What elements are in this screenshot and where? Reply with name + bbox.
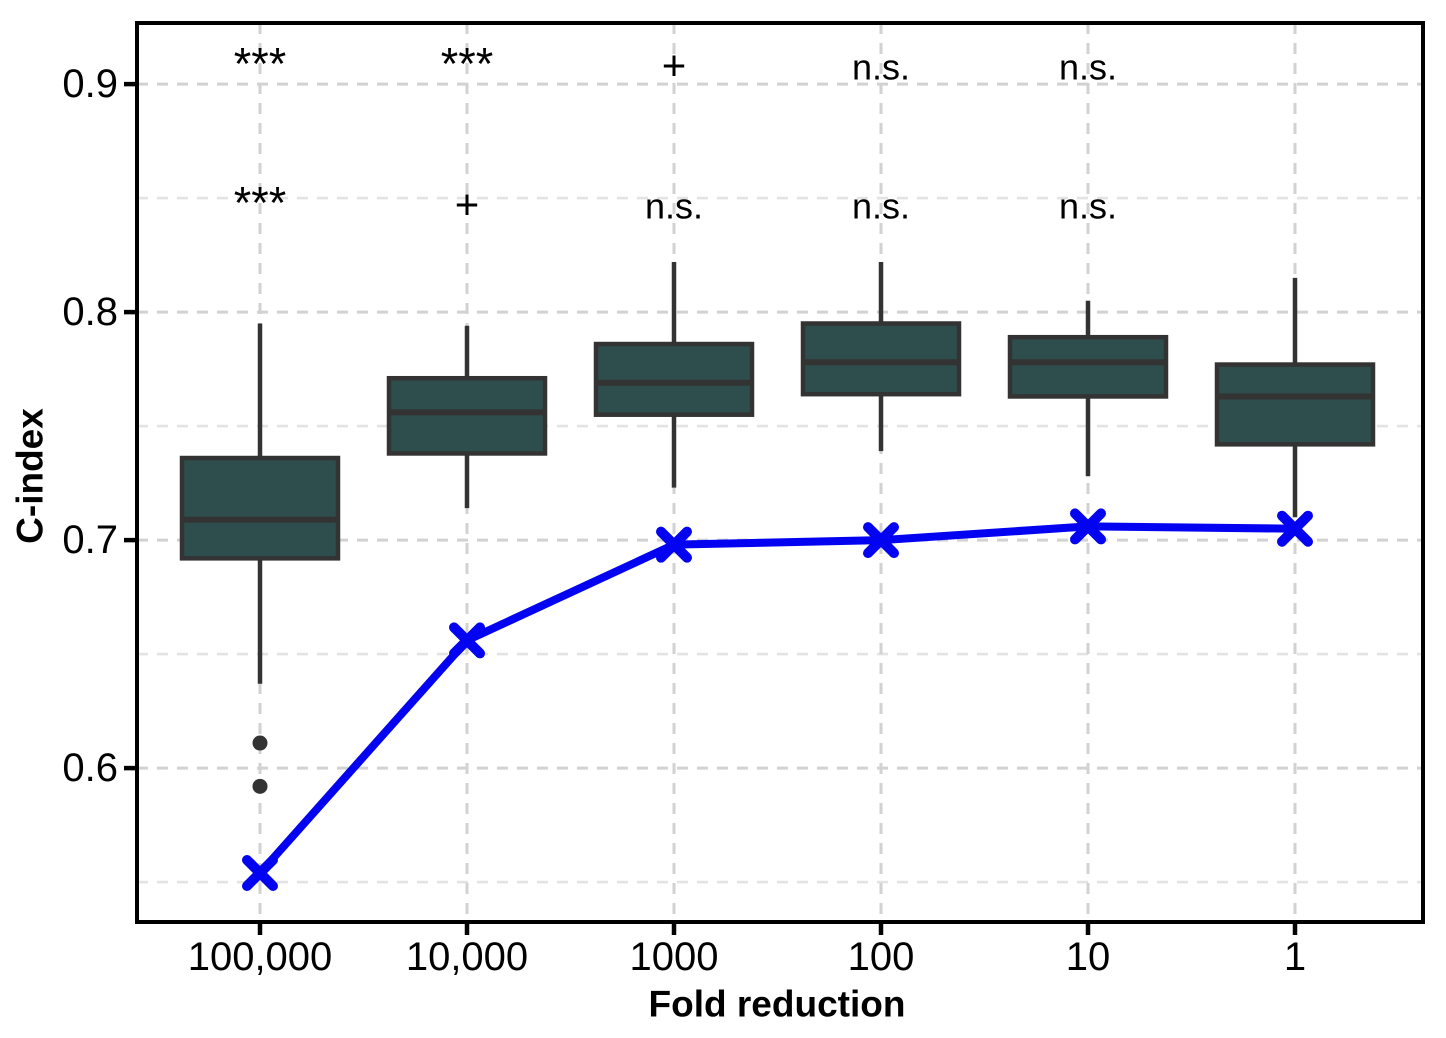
significance-label-top: + — [662, 42, 687, 89]
significance-label-top: n.s. — [1059, 47, 1117, 88]
iqr-box — [179, 455, 341, 561]
panel-border — [135, 21, 1425, 924]
x-marker — [1277, 510, 1313, 547]
x-marker-stroke — [1070, 508, 1106, 545]
x-tick-label: 1 — [1284, 935, 1306, 979]
line-series-path — [257, 522, 1296, 876]
x-marker-stroke — [449, 622, 485, 659]
y-tick-label: 0.7 — [62, 518, 118, 562]
x-marker — [449, 622, 485, 659]
x-marker — [242, 854, 278, 891]
significance-label-top: n.s. — [852, 47, 910, 88]
significance-label-bottom: n.s. — [645, 186, 703, 227]
iqr-box — [386, 375, 548, 456]
boxplot-10 — [1007, 300, 1169, 477]
significance-label-bottom: *** — [234, 178, 287, 229]
iqr-box — [593, 341, 755, 417]
x-marker — [1070, 508, 1106, 545]
significance-label-bottom: n.s. — [852, 186, 910, 227]
x-tick-label: 10 — [1066, 935, 1111, 979]
boxplot-100,000 — [179, 323, 341, 794]
axes-ticks-and-labels: 0.6 0.7 0.8 0.9 100,000 10,000 1000 100 10 1 — [62, 62, 1306, 979]
y-tick-label: 0.8 — [62, 290, 118, 334]
boxplot-1 — [1214, 277, 1376, 518]
x-marker — [863, 522, 899, 559]
boxplot-series — [179, 261, 1376, 794]
line-series — [242, 508, 1313, 891]
outlier-point — [252, 778, 268, 794]
x-tick-label: 10,000 — [406, 935, 528, 979]
iqr-box — [800, 321, 962, 397]
significance-label-top: *** — [441, 39, 494, 90]
x-tick-label: 100 — [848, 935, 915, 979]
x-tick-label: 1000 — [630, 935, 719, 979]
boxplot-1000 — [593, 261, 755, 488]
significance-annotations: *** *** + n.s. n.s. *** + n.s. n.s. n.s. — [234, 39, 1117, 229]
x-tick-label: 100,000 — [188, 935, 333, 979]
x-marker-stroke — [656, 526, 692, 563]
x-marker-stroke — [1277, 510, 1313, 547]
significance-label-top: *** — [234, 39, 287, 90]
significance-label-bottom: n.s. — [1059, 186, 1117, 227]
significance-label-bottom: + — [455, 181, 480, 228]
iqr-box — [1214, 362, 1376, 447]
boxplot-10,000 — [386, 325, 548, 509]
boxplot-100 — [800, 261, 962, 452]
x-axis-title: Fold reduction — [649, 984, 906, 1025]
x-marker — [656, 526, 692, 563]
iqr-box — [1007, 334, 1169, 399]
outlier-point — [252, 735, 268, 751]
y-axis-title: C-index — [10, 408, 51, 544]
y-tick-label: 0.6 — [62, 746, 118, 790]
x-marker-stroke — [242, 854, 278, 891]
x-marker-stroke — [863, 522, 899, 559]
y-tick-label: 0.9 — [62, 62, 118, 106]
